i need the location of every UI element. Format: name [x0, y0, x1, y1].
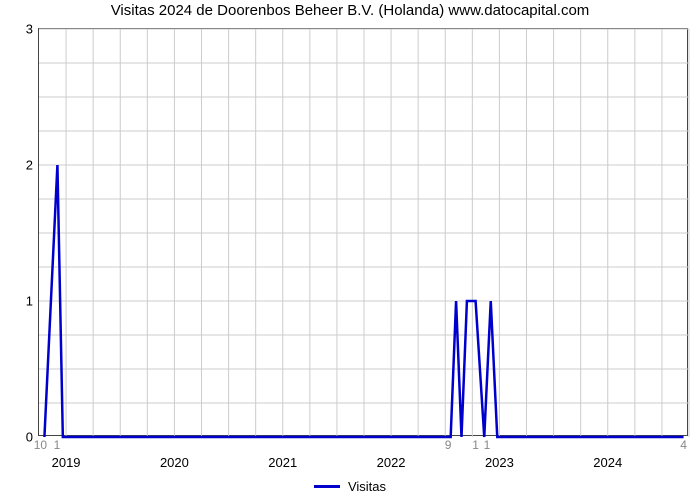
- legend-label: Visitas: [348, 479, 386, 494]
- x-axis-tick-label: 2021: [268, 455, 297, 470]
- y-axis-tick-label: 0: [26, 430, 33, 445]
- chart-legend: Visitas: [0, 479, 700, 494]
- x-axis-value-label: 10: [34, 438, 47, 452]
- x-axis-value-label: 1: [54, 438, 61, 452]
- x-axis-tick-label: 2019: [52, 455, 81, 470]
- y-axis-tick-label: 2: [26, 158, 33, 173]
- x-axis-tick-label: 2022: [377, 455, 406, 470]
- x-axis-value-label: 1: [484, 438, 491, 452]
- chart-title: Visitas 2024 de Doorenbos Beheer B.V. (H…: [0, 2, 700, 19]
- x-axis-value-label: 4: [680, 438, 687, 452]
- x-axis-tick-label: 2023: [485, 455, 514, 470]
- legend-swatch-icon: [314, 485, 340, 488]
- x-axis-value-label: 9: [445, 438, 452, 452]
- y-axis-tick-label: 3: [26, 22, 33, 37]
- chart-gridlines: [39, 29, 689, 437]
- y-axis-tick-label: 1: [26, 294, 33, 309]
- x-axis-tick-label: 2020: [160, 455, 189, 470]
- chart-svg: [39, 29, 689, 437]
- x-axis-tick-label: 2024: [593, 455, 622, 470]
- chart-plot-area: 01232019202020212022202320241019114: [38, 28, 688, 436]
- x-axis-value-label: 1: [472, 438, 479, 452]
